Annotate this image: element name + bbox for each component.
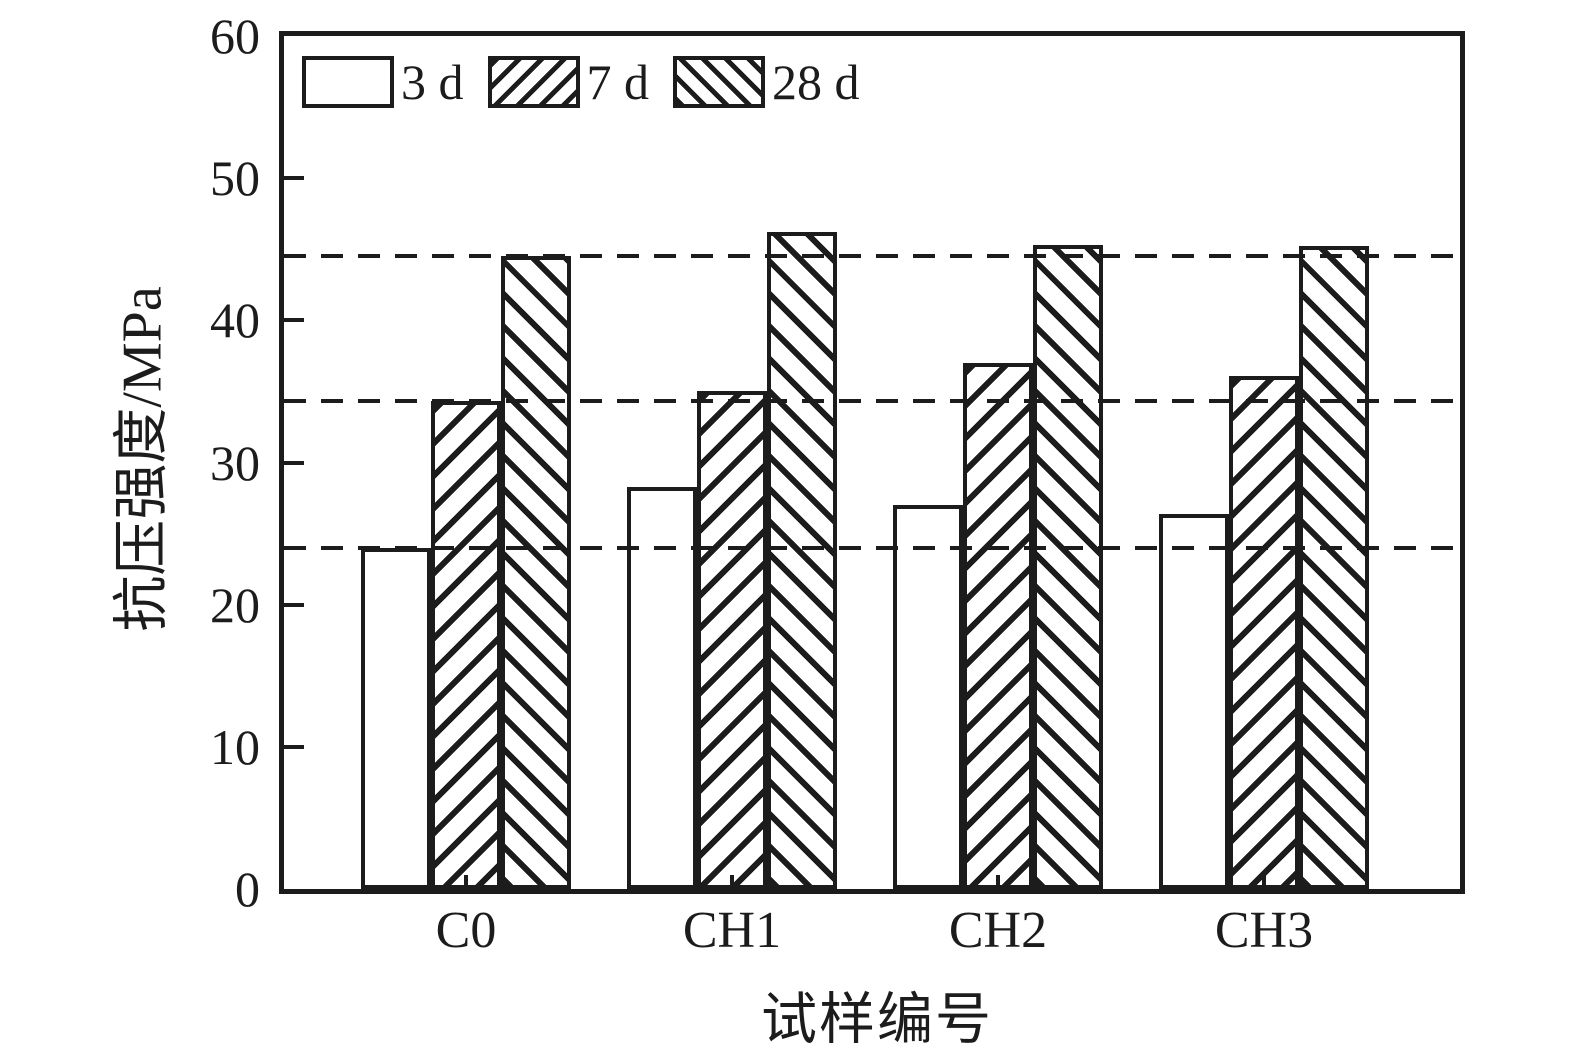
plot-area: 3 d 7 d 28 d bbox=[279, 31, 1465, 894]
legend-label: 28 d bbox=[772, 54, 860, 110]
y-tick-label-10: 10 bbox=[210, 719, 260, 775]
bar-CH2-7d bbox=[963, 363, 1033, 889]
bar-CH3-7d bbox=[1229, 376, 1299, 889]
y-tick-label-20: 20 bbox=[210, 577, 260, 633]
x-category-label-CH2: CH2 bbox=[948, 902, 1048, 959]
legend-swatch-forward-diagonal bbox=[487, 56, 580, 108]
y-tick-50 bbox=[284, 176, 304, 180]
legend-label: 3 d bbox=[401, 54, 464, 110]
x-category-label-C0: C0 bbox=[435, 902, 497, 959]
bar-CH2-3d bbox=[893, 505, 963, 889]
y-tick-label-50: 50 bbox=[210, 150, 260, 206]
y-tick-label-30: 30 bbox=[210, 435, 260, 491]
reference-line-24 bbox=[284, 546, 1460, 550]
x-tick-CH1 bbox=[730, 875, 734, 889]
bar-CH1-7d bbox=[697, 391, 767, 889]
y-tick-label-0: 0 bbox=[235, 861, 260, 917]
x-axis-title: 试样编号 bbox=[761, 989, 993, 1052]
y-tick-label-40: 40 bbox=[210, 292, 260, 348]
bar-C0-28d bbox=[501, 256, 571, 889]
reference-line-44.5 bbox=[284, 254, 1460, 258]
legend-swatch-backward-diagonal bbox=[673, 56, 765, 108]
legend-item-3d: 3 d bbox=[302, 56, 464, 108]
legend-label: 7 d bbox=[586, 54, 650, 110]
bar-CH1-3d bbox=[627, 487, 697, 889]
legend-swatch-none bbox=[302, 56, 394, 108]
y-tick-label-60: 60 bbox=[210, 8, 260, 64]
y-tick-10 bbox=[284, 745, 304, 749]
legend-item-28d: 28 d bbox=[673, 56, 860, 108]
legend-item-7d: 7 d bbox=[487, 54, 650, 110]
y-tick-20 bbox=[284, 603, 304, 607]
x-category-label-CH1: CH1 bbox=[682, 902, 782, 959]
bar-CH2-28d bbox=[1033, 245, 1103, 889]
y-tick-40 bbox=[284, 318, 304, 322]
bar-CH3-3d bbox=[1159, 514, 1229, 889]
bar-CH1-28d bbox=[767, 232, 837, 889]
bar-C0-7d bbox=[431, 401, 501, 889]
x-tick-CH3 bbox=[1262, 875, 1266, 889]
reference-line-34.3 bbox=[284, 399, 1460, 403]
legend: 3 d 7 d 28 d bbox=[302, 56, 860, 108]
x-category-label-CH3: CH3 bbox=[1214, 902, 1314, 959]
x-tick-C0 bbox=[464, 875, 468, 889]
y-tick-30 bbox=[284, 461, 304, 465]
bar-CH3-28d bbox=[1299, 246, 1369, 889]
x-tick-CH2 bbox=[996, 875, 1000, 889]
bar-C0-3d bbox=[361, 548, 431, 889]
